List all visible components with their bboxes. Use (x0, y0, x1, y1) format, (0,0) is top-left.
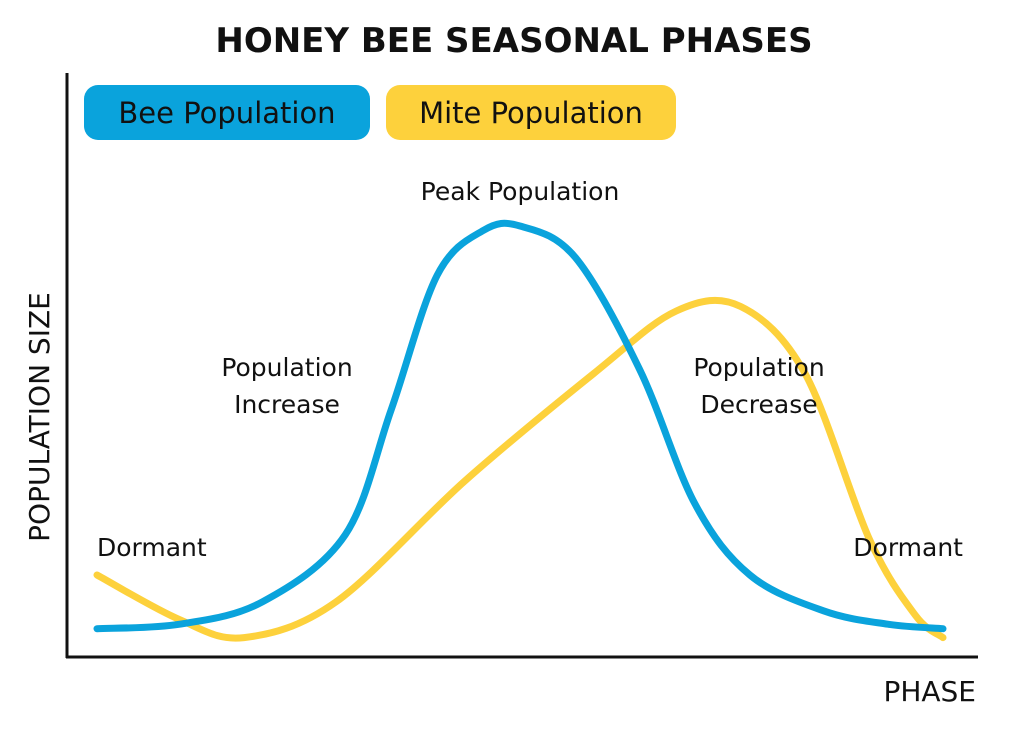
mite-population-line (93, 296, 947, 642)
bee-population-line (93, 219, 947, 633)
annotation-dormant-right: Dormant (853, 533, 963, 562)
legend-label-bee: Bee Population (118, 96, 335, 130)
annotation-population-decrease-line1: Population (693, 353, 824, 382)
x-axis-label: PHASE (883, 675, 976, 708)
legend: Bee Population Mite Population (84, 85, 676, 140)
annotation-population-decrease-line2: Decrease (700, 390, 817, 419)
annotation-dormant-left: Dormant (97, 533, 207, 562)
annotation-population-increase-line2: Increase (234, 390, 340, 419)
legend-label-mite: Mite Population (419, 96, 643, 130)
annotation-peak-population: Peak Population (421, 177, 620, 206)
y-axis-label: POPULATION SIZE (23, 292, 56, 542)
annotation-population-increase-line1: Population (221, 353, 352, 382)
chart-title: HONEY BEE SEASONAL PHASES (215, 21, 812, 61)
legend-swatch-bee (84, 85, 370, 140)
series-layer (93, 219, 947, 642)
legend-swatch-mite (386, 85, 676, 140)
